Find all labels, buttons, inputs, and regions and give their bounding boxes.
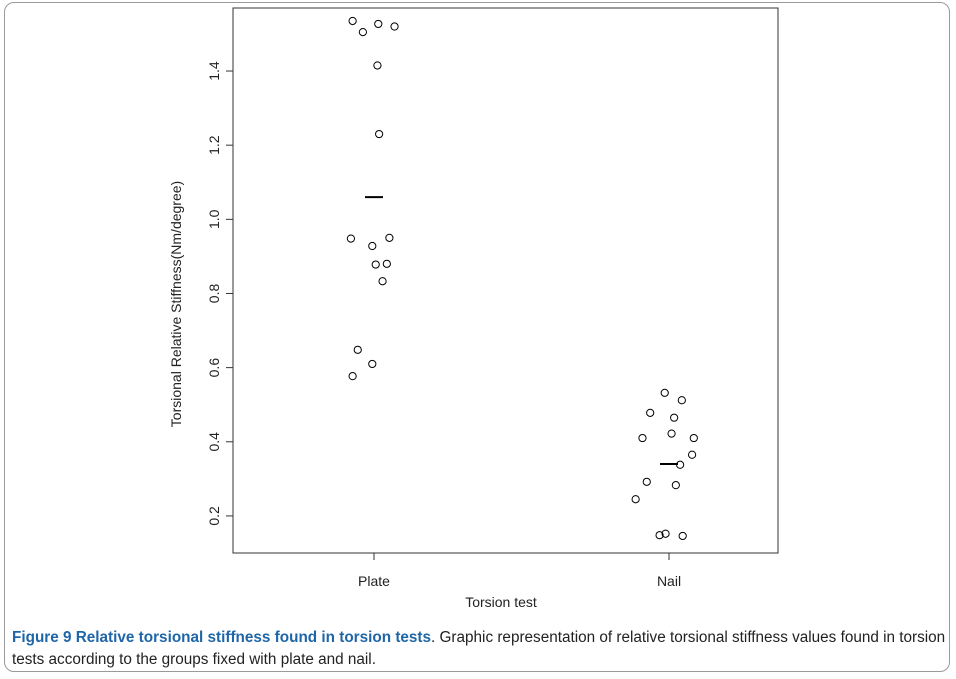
y-axis-label: Torsional Relative Stiffness(Nm/degree) [168,181,184,427]
x-tick-label: Nail [657,573,681,589]
data-point [348,16,357,26]
data-point [646,408,655,417]
data-point [667,429,676,438]
data-point [642,477,651,486]
data-point [382,259,391,268]
y-tick-label: 0.8 [206,284,222,304]
scatter-chart: 0.2 0.4 0.6 0.8 1.0 1.2 1.4 Plate Nail Torsion t… [168,7,779,610]
data-point [368,359,377,369]
data-point [385,233,394,242]
y-tick-label: 0.4 [206,432,222,452]
y-tick-label: 1.0 [206,209,222,229]
data-point [677,396,686,405]
y-tick-label: 0.6 [206,358,222,378]
y-tick-label: 0.2 [206,506,222,526]
data-point [671,481,680,490]
data-point [375,129,384,139]
data-point [631,495,640,504]
data-point [374,19,383,29]
caption-lead: Figure 9 Relative torsional stiffness fo… [12,629,432,646]
data-point [661,529,670,538]
plot-border [232,7,779,554]
x-tick-label: Plate [358,573,390,589]
data-point [348,372,357,381]
figure-caption: Figure 9 Relative torsional stiffness fo… [12,627,946,671]
data-point [373,61,382,70]
figure-frame [4,2,950,672]
y-tick-label: 1.2 [206,135,222,155]
data-point [638,433,647,443]
data-point [371,260,380,269]
data-point [346,234,356,243]
data-point [670,413,679,422]
data-point [687,450,697,459]
data-point [678,531,687,541]
data-point [353,345,362,354]
data-point [378,277,387,286]
x-axis-label: Torsion test [465,594,537,610]
data-point [689,433,698,443]
plot-layer: 0.2 0.4 0.6 0.8 1.0 1.2 1.4 Plate Nail [206,7,779,589]
data-point [390,22,399,31]
data-point [660,388,669,397]
data-point [368,241,377,251]
data-point [358,27,367,37]
data-point [655,531,664,540]
y-tick-label: 1.4 [206,61,222,81]
caption-text: . Graphic representation of relative tor… [12,629,946,668]
